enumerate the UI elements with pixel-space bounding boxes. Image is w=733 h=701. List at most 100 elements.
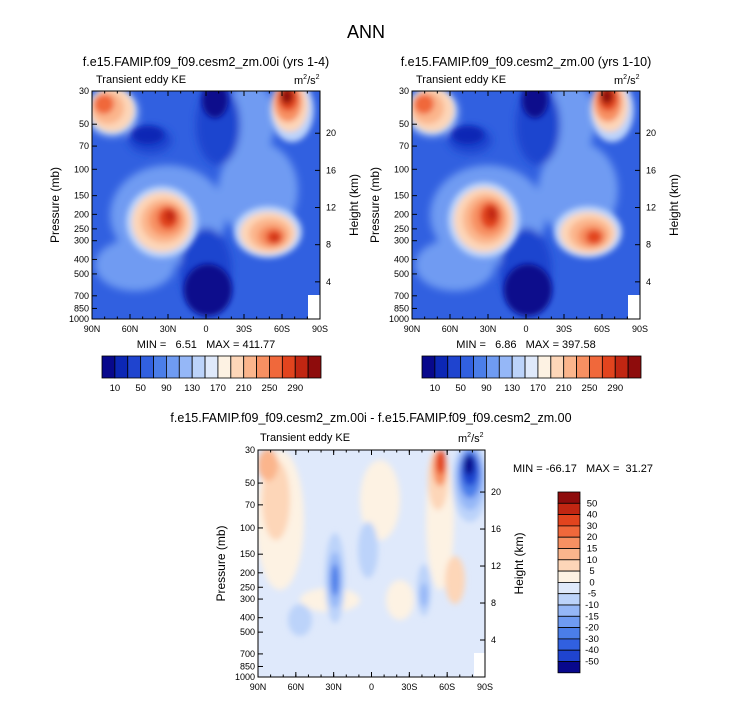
x-tick-label: 60N xyxy=(122,324,139,334)
y2-tick-label: 12 xyxy=(491,561,501,571)
colorbar-swatch xyxy=(447,355,462,379)
y-tick-label: 30 xyxy=(399,86,409,96)
colorbar-swatch xyxy=(537,355,552,379)
colorbar-label: 90 xyxy=(161,383,172,394)
y2-tick-label: 8 xyxy=(646,240,651,250)
y2-tick-label: 16 xyxy=(646,165,656,175)
x-tick-label: 30N xyxy=(480,324,497,334)
colorbar-label: -20 xyxy=(585,623,599,634)
colorbar-label: 10 xyxy=(587,555,598,566)
y-tick-label: 70 xyxy=(245,500,255,510)
colorbar-swatch xyxy=(557,536,581,549)
colorbar-swatch xyxy=(486,355,500,379)
colorbar-swatch xyxy=(243,355,257,379)
x-tick-label: 30S xyxy=(556,324,572,334)
y-axis-title: Pressure (mb) xyxy=(48,167,62,243)
colorbar-swatch xyxy=(230,355,245,379)
colorbar-swatch xyxy=(114,355,129,379)
colorbar-swatch xyxy=(101,355,116,379)
colorbar-swatch xyxy=(557,627,581,640)
colorbar-swatch xyxy=(217,355,232,379)
y-tick-label: 400 xyxy=(74,254,89,264)
y-axis-title: Pressure (mb) xyxy=(368,167,382,243)
colorbar-label: 30 xyxy=(587,521,598,532)
colorbar-swatch xyxy=(256,355,270,379)
y2-axis-title: Height (km) xyxy=(512,532,526,594)
x-tick-label: 60S xyxy=(274,324,290,334)
y-tick-label: 30 xyxy=(79,86,89,96)
x-tick-label: 30S xyxy=(236,324,252,334)
y-tick-label: 700 xyxy=(74,291,89,301)
colorbar-label: 50 xyxy=(135,383,146,394)
colorbar-label: 290 xyxy=(287,383,303,394)
colorbar-label: 170 xyxy=(210,383,226,394)
colorbar-label: 250 xyxy=(582,383,598,394)
y2-tick-label: 12 xyxy=(646,203,656,213)
colorbar-label: 90 xyxy=(481,383,492,394)
colorbar-swatch xyxy=(550,355,565,379)
colorbar-label: -15 xyxy=(585,611,599,622)
panel-a-colorbar: 10 50 90 130 170 210 250 290 xyxy=(101,355,322,394)
panel-a-axes: 90N 60N 30N 0 30S 60S 90S 30 50 70 100 150 200 250 300… xyxy=(48,86,361,334)
colorbar-swatch xyxy=(557,525,581,538)
colorbar-swatch xyxy=(178,355,193,379)
y-tick-label: 850 xyxy=(394,303,409,313)
y2-tick-label: 8 xyxy=(326,240,331,250)
y-tick-label: 70 xyxy=(79,141,89,151)
panel-b-units: m2/s2 xyxy=(614,74,640,87)
x-tick-label: 30S xyxy=(401,682,417,692)
colorbar-label: 50 xyxy=(455,383,466,394)
colorbar-swatch xyxy=(614,355,629,379)
colorbar-label: -30 xyxy=(585,634,599,645)
x-tick-label: 60S xyxy=(594,324,610,334)
colorbar-label: 290 xyxy=(607,383,623,394)
colorbar-swatch xyxy=(511,355,526,379)
colorbar-label: 50 xyxy=(587,498,598,509)
panel-b-left-label: Transient eddy KE xyxy=(416,74,506,86)
y-tick-label: 700 xyxy=(394,291,409,301)
panel-a-contour-field xyxy=(92,91,320,319)
colorbar-swatch xyxy=(294,355,309,379)
colorbar-swatch xyxy=(557,559,581,572)
colorbar-swatch xyxy=(601,355,616,379)
colorbar-swatch xyxy=(627,355,642,379)
panel-a: f.e15.FAMIP.f09_f09.cesm2_zm.00i (yrs 1-… xyxy=(48,55,361,334)
y-tick-label: 850 xyxy=(74,303,89,313)
x-tick-label: 0 xyxy=(369,682,374,692)
y-tick-label: 150 xyxy=(74,191,89,201)
colorbar-swatch xyxy=(557,593,581,606)
y2-tick-label: 20 xyxy=(646,128,656,138)
y2-tick-label: 20 xyxy=(491,487,501,497)
colorbar-swatch xyxy=(576,355,590,379)
colorbar-label: 5 xyxy=(589,566,594,577)
panel-b-axes: 90N 60N 30N 0 30S 60S 90S 30 50 70 100 150 200 250 300… xyxy=(368,86,681,334)
panel-b-contour-field xyxy=(412,91,640,319)
panel-b-title: f.e15.FAMIP.f09_f09.cesm2_zm.00 (yrs 1-1… xyxy=(401,55,652,69)
y-tick-label: 100 xyxy=(394,164,409,174)
panel-c-minmax: MIN = -66.17 MAX = 31.27 xyxy=(513,463,653,475)
colorbar-swatch xyxy=(557,570,581,583)
x-tick-label: 90S xyxy=(312,324,328,334)
panel-a-left-label: Transient eddy KE xyxy=(96,74,186,86)
y-tick-label: 50 xyxy=(245,478,255,488)
y-tick-label: 100 xyxy=(74,164,89,174)
y2-tick-label: 4 xyxy=(491,635,496,645)
y-tick-label: 500 xyxy=(74,269,89,279)
y-axis-title: Pressure (mb) xyxy=(214,525,228,601)
y2-tick-label: 16 xyxy=(326,165,336,175)
y-tick-label: 300 xyxy=(74,236,89,246)
colorbar-swatch xyxy=(557,615,581,628)
colorbar-swatch xyxy=(307,355,322,379)
panel-a-units: m2/s2 xyxy=(294,74,320,87)
x-tick-label: 60N xyxy=(288,682,305,692)
colorbar-swatch xyxy=(557,514,581,527)
x-tick-label: 0 xyxy=(523,324,528,334)
y-tick-label: 500 xyxy=(240,627,255,637)
y-tick-label: 200 xyxy=(394,209,409,219)
y-tick-label: 150 xyxy=(240,549,255,559)
x-tick-label: 90N xyxy=(250,682,267,692)
colorbar-label: 0 xyxy=(589,577,594,588)
panel-c-title: f.e15.FAMIP.f09_f09.cesm2_zm.00i - f.e15… xyxy=(170,411,571,425)
colorbar-swatch xyxy=(557,502,581,515)
